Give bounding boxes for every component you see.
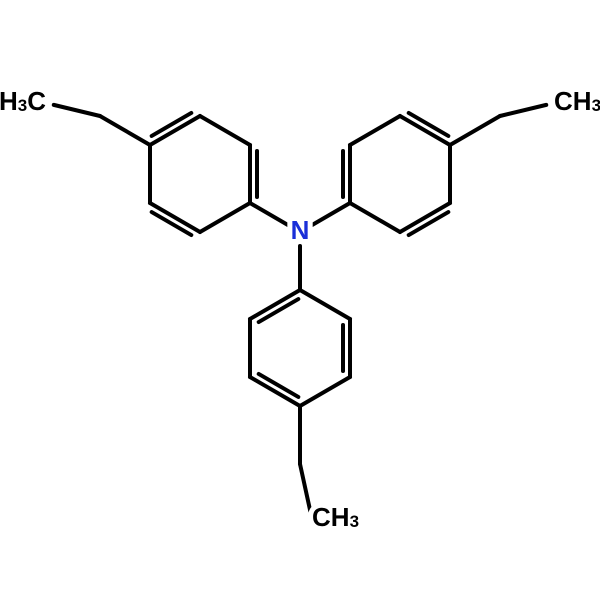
bond [100, 116, 150, 145]
atom-label: N [291, 215, 310, 245]
bond [200, 116, 250, 145]
bond [312, 203, 350, 225]
molecule-diagram: NNH3CH3CCH3CH3CH3CH3 [0, 0, 600, 600]
bond [250, 203, 288, 225]
bonds-layer [54, 105, 546, 511]
bond [300, 377, 350, 406]
bond [300, 290, 350, 319]
atom-label: CH3 [312, 502, 359, 532]
bond [500, 105, 546, 116]
atom-label: H3C [0, 86, 46, 116]
bond [350, 116, 400, 145]
bond [300, 464, 310, 511]
atom-label: CH3 [554, 86, 600, 116]
bond [350, 203, 400, 232]
bond [450, 116, 500, 145]
bond [200, 203, 250, 232]
bond [54, 105, 100, 116]
